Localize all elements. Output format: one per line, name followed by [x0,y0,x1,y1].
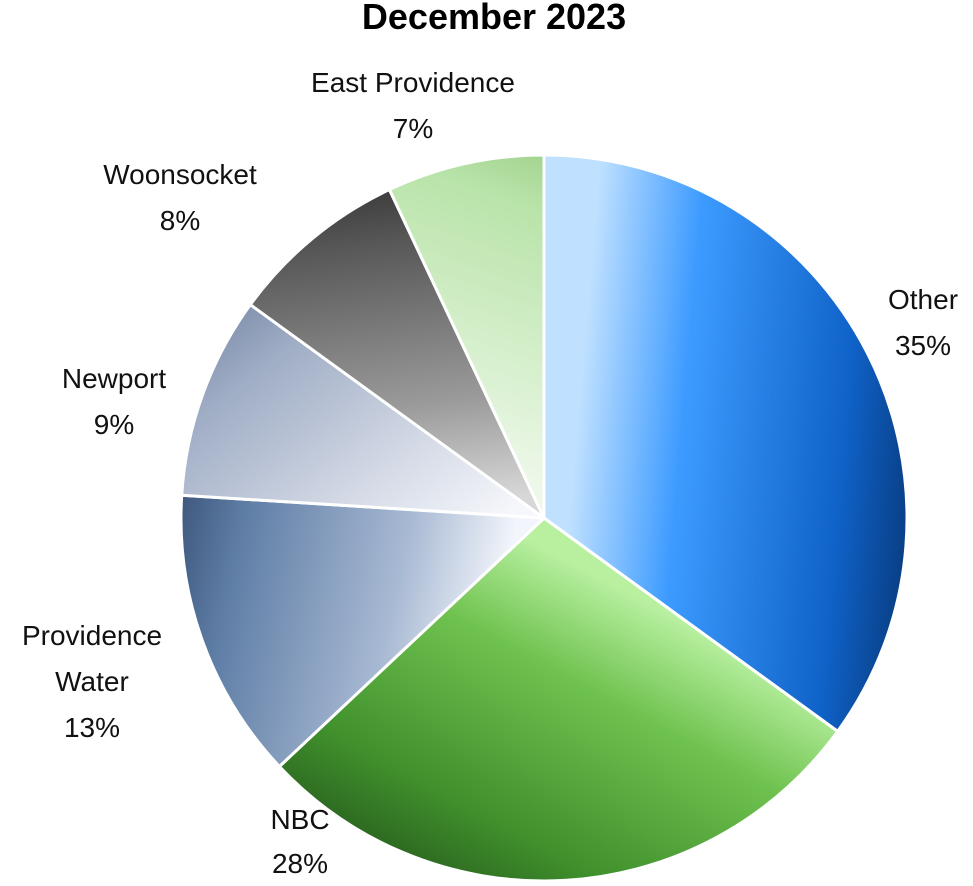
data-label-providence-water: Providence Water 13% [22,620,162,743]
pie-slice-providence-water [179,493,546,768]
data-label-nbc: NBC 28% [270,804,329,879]
data-label-other: Other 35% [888,284,958,361]
pie-slice-nbc [277,516,840,883]
data-label-east-providence: East Providence 7% [311,67,515,144]
pie-slices [179,153,909,883]
slice-labels: Other 35% NBC 28% Providence Water 13% Newport 9… [22,67,958,879]
data-label-woonsocket: Woonsocket 8% [103,159,257,236]
pie-slice-newport [180,303,546,520]
chart-title: December 2023 [362,0,626,37]
pie-slice-other [542,153,909,733]
pie-slice-east-providence [387,153,546,520]
pie-slice-woonsocket [248,188,546,520]
data-label-newport: Newport 9% [62,363,166,440]
